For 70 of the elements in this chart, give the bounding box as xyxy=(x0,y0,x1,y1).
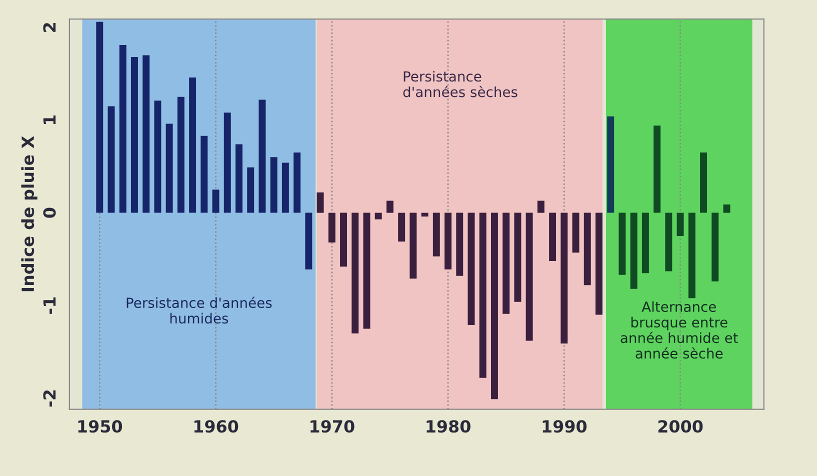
x-tick-label: 1980 xyxy=(426,420,470,433)
bar xyxy=(432,212,440,256)
bar xyxy=(270,157,278,213)
bar xyxy=(537,200,544,213)
band-label: Persistance d'années sèches xyxy=(403,70,518,98)
bar xyxy=(444,212,452,270)
bar xyxy=(305,212,312,270)
bar xyxy=(386,200,394,213)
bar xyxy=(490,212,498,400)
y-tick-label: 0 xyxy=(43,208,56,218)
bar xyxy=(642,212,649,274)
y-tick-label: 1 xyxy=(43,115,56,124)
bar xyxy=(572,212,580,253)
bar xyxy=(108,106,115,213)
bar xyxy=(177,96,184,213)
bar xyxy=(468,212,475,325)
bar xyxy=(224,112,231,213)
bar xyxy=(514,212,522,302)
bar xyxy=(398,212,406,242)
bar xyxy=(630,212,638,289)
bar xyxy=(236,144,242,213)
bar xyxy=(200,136,208,213)
bar xyxy=(712,212,719,282)
bar xyxy=(96,22,104,213)
bar xyxy=(374,212,382,220)
bar xyxy=(154,100,162,213)
bar xyxy=(258,100,266,213)
bar xyxy=(596,212,602,315)
bar xyxy=(665,212,672,272)
y-tick-label: 2 xyxy=(43,23,56,32)
bar xyxy=(294,152,301,213)
bar xyxy=(130,57,138,213)
y-tick-label: -2 xyxy=(43,390,56,407)
x-tick-label: 2000 xyxy=(658,420,703,433)
bar xyxy=(166,124,173,213)
bar xyxy=(502,212,510,314)
bar xyxy=(549,212,556,262)
bar xyxy=(688,212,696,298)
bar xyxy=(410,212,417,279)
bar xyxy=(363,212,370,329)
bar xyxy=(607,116,614,213)
bar xyxy=(700,152,707,213)
bar xyxy=(723,204,730,213)
bar xyxy=(421,212,428,217)
bar xyxy=(119,45,126,213)
bar xyxy=(618,212,626,275)
bar xyxy=(456,212,464,276)
bar xyxy=(676,212,684,236)
bar xyxy=(560,212,568,344)
bar xyxy=(479,212,486,378)
band-label: Persistance d'années humides xyxy=(126,296,272,324)
bar xyxy=(142,55,150,213)
bar xyxy=(282,162,289,213)
x-tick-label: 1960 xyxy=(194,420,238,433)
x-tick-label: 1950 xyxy=(78,420,122,433)
bar xyxy=(316,192,324,213)
band-label: Alternance brusque entre année humide et année sèche xyxy=(620,301,738,359)
bar xyxy=(189,77,196,213)
bar xyxy=(340,212,347,267)
bar xyxy=(247,167,254,213)
bar xyxy=(526,212,533,341)
x-tick-label: 1990 xyxy=(542,420,587,433)
bar xyxy=(584,212,591,286)
bar xyxy=(352,212,359,334)
bar xyxy=(328,212,336,242)
x-tick-label: 1970 xyxy=(310,420,354,433)
bar xyxy=(212,190,220,213)
y-axis-title: Indice de pluie X xyxy=(21,136,38,292)
y-tick-label: -1 xyxy=(43,297,56,314)
bar xyxy=(654,126,661,213)
